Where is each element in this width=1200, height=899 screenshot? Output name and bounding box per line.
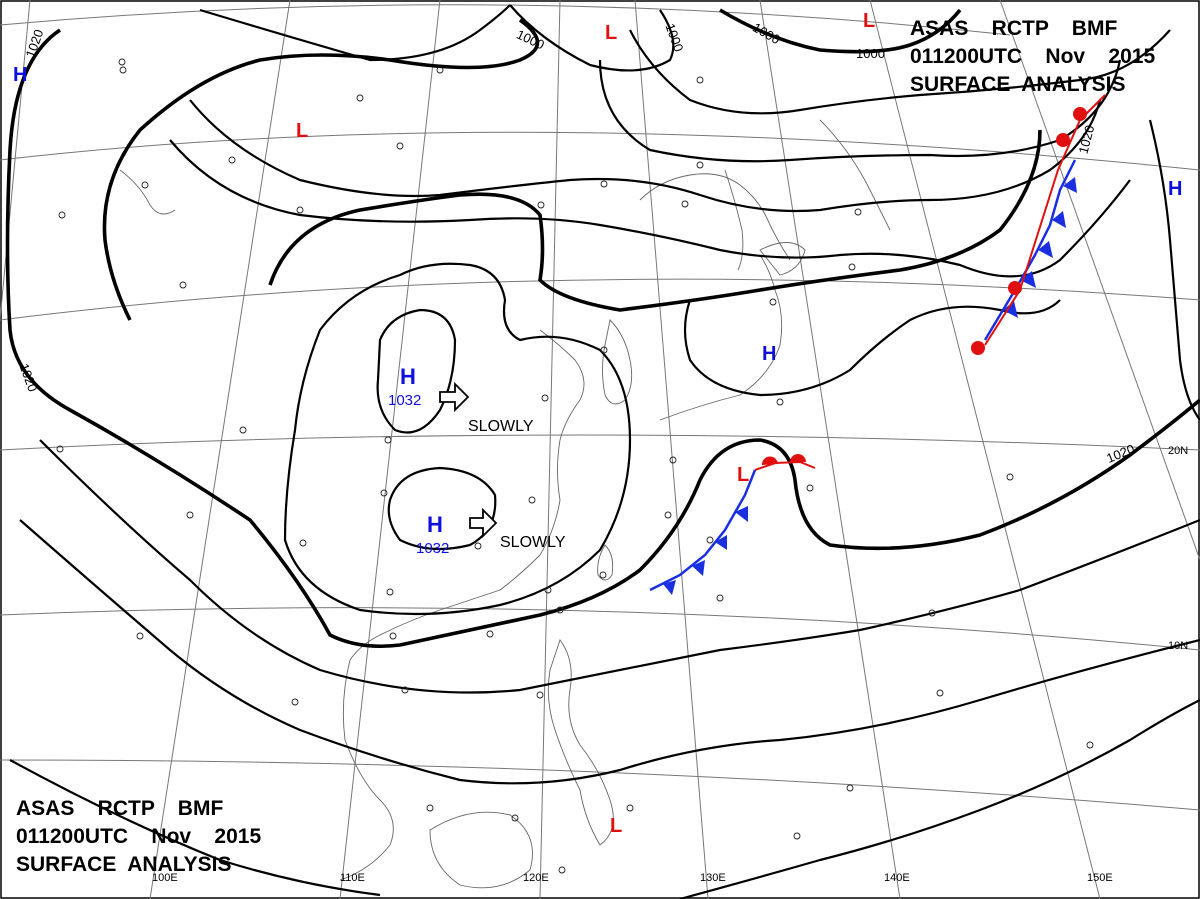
warm-front-north-semicircles	[971, 107, 1087, 355]
motion-text-west: SLOWLY	[468, 418, 534, 435]
low-mongolia-letter: L	[296, 120, 309, 142]
isobar-1028-west	[376, 308, 457, 434]
high-japan-letter: H	[762, 343, 777, 365]
coast-philippines	[547, 639, 614, 846]
lat-label-10n: 10N	[1168, 640, 1189, 652]
isobars	[5, 4, 1200, 899]
cold-front-north	[983, 159, 1077, 341]
lon-label-120e: 120E	[523, 872, 549, 884]
warm-front-south	[754, 460, 816, 471]
isobar-1016-south	[39, 439, 1200, 694]
footer-line-2: 011200UTC Nov 2015	[16, 825, 262, 848]
header-line-2: 011200UTC Nov 2015	[910, 45, 1156, 68]
low-top-letter: L	[605, 22, 618, 44]
meridian-160e	[999, 0, 1200, 561]
motion-arrows	[439, 381, 498, 539]
isobar-label-top-right: 1000	[856, 46, 885, 61]
parallel-50n	[0, 4, 1011, 36]
coast-kamchatka	[819, 119, 891, 231]
low-front-letter: L	[737, 464, 750, 486]
coast-hokkaido	[759, 242, 806, 276]
coast-korea	[602, 319, 633, 405]
motion-arrow-west	[439, 381, 470, 413]
lon-label-140e: 140E	[884, 872, 910, 884]
isobar-1020-north	[102, 18, 540, 321]
header-line-3: SURFACE ANALYSIS	[910, 73, 1126, 96]
cold-front-north-triangles	[1003, 177, 1077, 318]
coast-taiwan	[597, 544, 614, 581]
high-south-value: 1032	[416, 540, 450, 557]
isobar-1000-b	[509, 4, 675, 72]
warm-front-south-semicircles	[761, 454, 806, 465]
meridian-150e	[869, 0, 1101, 899]
isobar-1004	[629, 29, 1171, 115]
isobar-1024	[283, 262, 632, 616]
footer-line-3: SURFACE ANALYSIS	[16, 853, 232, 876]
motion-text-south: SLOWLY	[500, 534, 566, 551]
coast-sakhalin	[724, 169, 744, 271]
station-plots	[56, 58, 1094, 874]
lat-label-20n: 20N	[1168, 445, 1189, 457]
coast-borneo	[429, 811, 533, 889]
high-west-letter: H	[400, 364, 416, 389]
isobar-1020-japan-ridge	[683, 299, 1061, 397]
isobar-1012	[189, 99, 1102, 213]
meridian-140e	[759, 0, 901, 899]
lon-label-150e: 150E	[1087, 872, 1113, 884]
high-far-left-letter: H	[13, 64, 28, 86]
cold-front-south-triangles	[663, 506, 748, 595]
isobar-1000-c	[719, 8, 962, 54]
motion-arrow-south	[469, 507, 498, 539]
coastlines	[119, 119, 891, 889]
isobar-1008-south	[679, 699, 1200, 899]
cold-front-south	[649, 469, 757, 592]
coast-baikal	[119, 169, 176, 215]
low-top-right-letter: L	[863, 10, 876, 32]
isobar-1020-west	[5, 28, 1200, 649]
warm-front-north	[984, 94, 1106, 346]
coast-japan	[659, 254, 783, 421]
isobar-1012-south	[19, 519, 1200, 785]
coast-indochina	[339, 659, 394, 881]
meridian-120e	[539, 0, 561, 899]
parallel-10n	[0, 607, 1200, 651]
coast-russia-fe	[639, 173, 791, 261]
fronts	[649, 94, 1106, 595]
meridian-130e	[634, 0, 709, 899]
lon-label-100e: 100E	[152, 872, 178, 884]
low-philippines-letter: L	[610, 815, 623, 837]
isobar-1016	[169, 139, 1131, 278]
isobar-1020-core	[268, 129, 1042, 312]
footer-line-1: ASAS RCTP BMF	[16, 797, 224, 820]
lon-label-110e: 110E	[340, 872, 365, 884]
isobar-1000-a	[199, 4, 511, 62]
isobar-1010-south	[9, 759, 381, 897]
lon-label-130e: 130E	[700, 872, 726, 884]
parallel-20n	[0, 434, 1200, 451]
meridian-90e	[0, 0, 31, 321]
high-far-right-letter: H	[1168, 178, 1183, 200]
coast-china	[349, 329, 585, 661]
isobar-1020-east	[1148, 119, 1200, 421]
header-line-1: ASAS RCTP BMF	[910, 17, 1118, 40]
high-west-value: 1032	[388, 392, 422, 409]
meridian-100e	[149, 0, 291, 899]
high-south-letter: H	[427, 512, 443, 537]
